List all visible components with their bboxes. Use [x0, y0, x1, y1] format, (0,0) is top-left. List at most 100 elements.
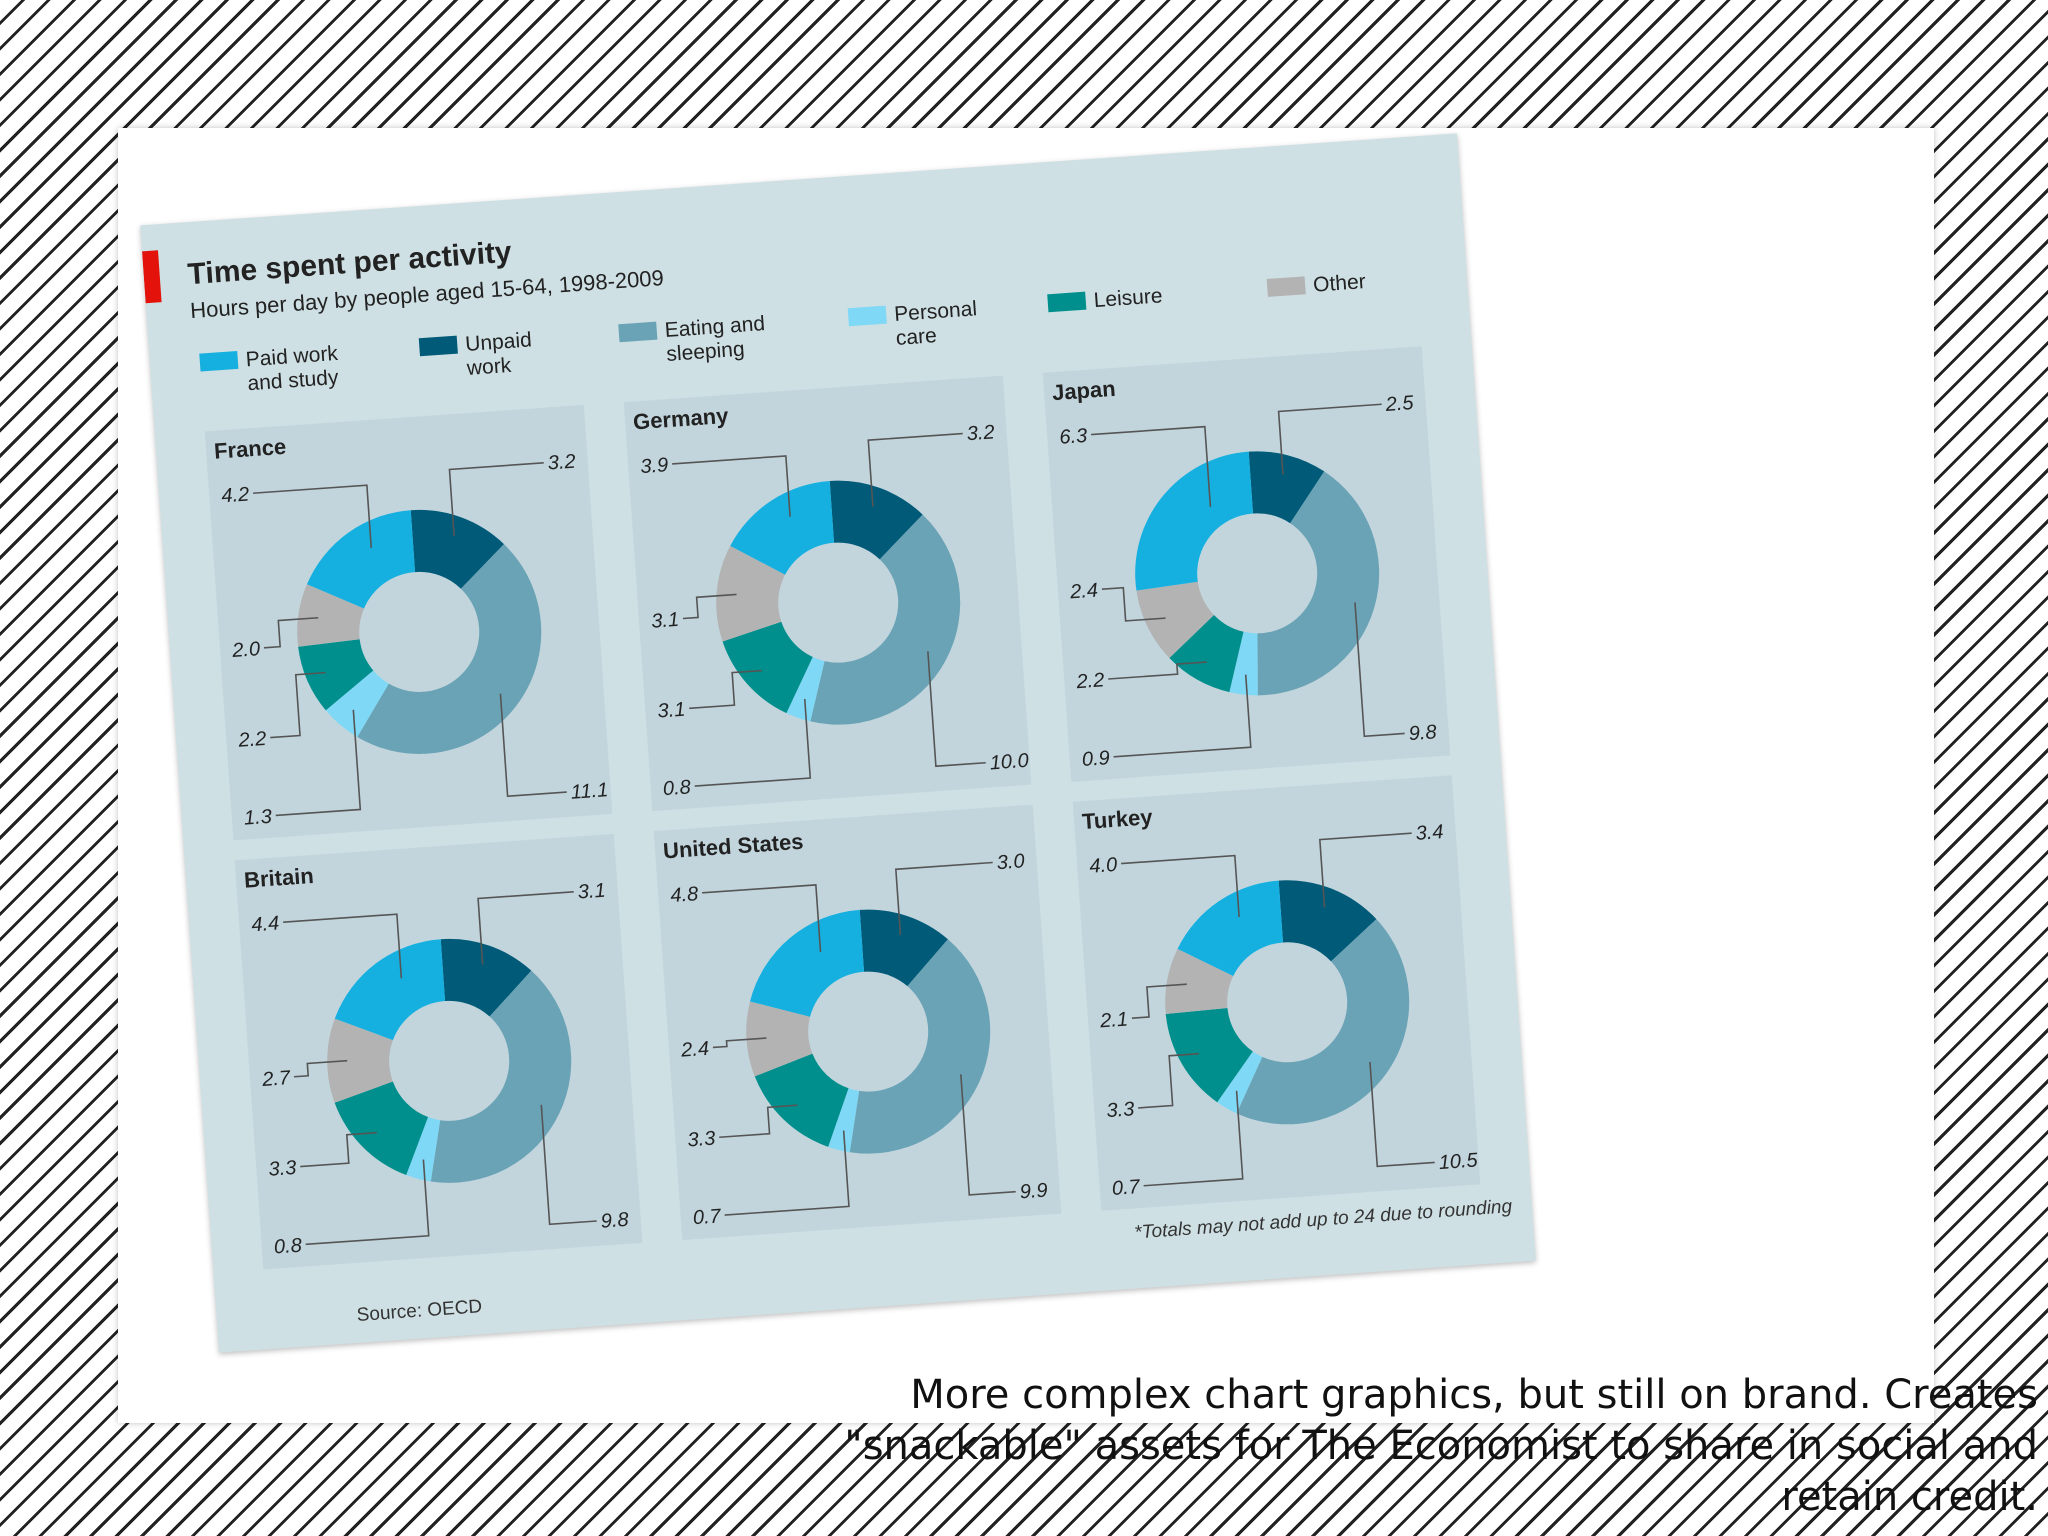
leader-line-paid	[1121, 854, 1240, 918]
legend-label-personal: care	[895, 324, 937, 350]
economist-chart-graphic: Time spent per activity Hours per day by…	[140, 133, 1536, 1353]
accent-bar	[142, 250, 162, 304]
value-label-leisure: 3.3	[687, 1128, 716, 1152]
slice-paid	[334, 939, 446, 1041]
panel-background	[204, 404, 613, 841]
leader-line-unpaid	[448, 462, 544, 537]
value-label-eating: 9.9	[1019, 1180, 1048, 1204]
slice-personal	[828, 1088, 860, 1153]
value-label-unpaid: 3.0	[996, 850, 1025, 874]
slice-paid	[1135, 451, 1254, 591]
slice-unpaid	[1248, 451, 1325, 524]
panel-background	[1042, 346, 1451, 782]
leader-line-paid	[253, 484, 373, 549]
value-label-unpaid: 3.2	[547, 451, 576, 475]
value-label-leisure: 3.1	[657, 699, 686, 723]
value-label-personal: 1.3	[243, 806, 272, 830]
leader-line-unpaid	[477, 890, 574, 965]
value-label-paid: 3.9	[640, 454, 669, 478]
value-label-eating: 10.5	[1438, 1149, 1479, 1174]
legend-swatch-eating	[618, 321, 658, 343]
leader-line-eating	[960, 1074, 1016, 1196]
country-name: France	[213, 434, 287, 464]
value-label-other: 2.7	[261, 1067, 292, 1091]
leader-line-paid	[283, 913, 403, 979]
panel-britain: Britain 4.4 3.1 9.8 0.8 3.3 2.7	[234, 833, 643, 1270]
leader-line-other	[712, 1037, 767, 1049]
value-label-personal: 0.8	[273, 1235, 302, 1259]
slice-paid	[1177, 880, 1283, 976]
slice-leisure	[334, 1081, 429, 1176]
slice-personal	[1229, 631, 1258, 696]
leader-line-personal	[1113, 674, 1252, 758]
value-label-paid: 4.8	[670, 883, 699, 907]
slice-leisure	[754, 1053, 849, 1147]
leader-line-leisure	[689, 669, 763, 710]
legend-label-eating: sleeping	[666, 338, 746, 366]
leader-line-other	[1131, 983, 1187, 1019]
slice-leisure	[722, 621, 813, 714]
slide-card: Time spent per activity Hours per day by…	[118, 128, 2038, 1520]
slice-other	[716, 545, 786, 642]
chart-panels: France4.23.211.11.32.22.0Germany3.93.210…	[204, 346, 1481, 1270]
value-label-personal: 0.9	[1081, 747, 1110, 771]
legend-swatch-unpaid	[418, 335, 458, 357]
leader-line-paid	[672, 455, 791, 517]
slice-paid	[306, 510, 416, 609]
leader-line-leisure	[1138, 1052, 1200, 1109]
value-label-personal: 0.7	[1111, 1176, 1141, 1200]
slice-eating	[357, 544, 542, 754]
slice-unpaid	[829, 480, 923, 560]
leader-line-leisure	[300, 1131, 377, 1168]
slice-unpaid	[1278, 880, 1377, 962]
value-label-leisure: 3.3	[1106, 1098, 1135, 1122]
panel-japan: Japan 6.3 2.5 9.8 0.9 2.2 2.4	[1042, 346, 1451, 782]
value-label-paid: 4.4	[251, 912, 280, 936]
slice-personal	[406, 1117, 441, 1182]
value-label-other: 3.1	[651, 609, 680, 633]
value-label-personal: 0.7	[692, 1205, 722, 1229]
slice-personal	[1217, 1051, 1263, 1114]
slice-eating	[1257, 471, 1380, 696]
legend-label-leisure: Leisure	[1093, 284, 1163, 312]
leader-line-other	[293, 1059, 348, 1078]
slice-other	[297, 584, 365, 647]
leader-line-eating	[1354, 602, 1405, 738]
leader-line-leisure	[1108, 661, 1207, 680]
panel-background	[1072, 775, 1481, 1211]
panel-background	[234, 833, 643, 1270]
leader-line-eating	[927, 651, 986, 768]
leader-line-leisure	[270, 671, 326, 739]
value-label-personal: 0.8	[662, 776, 691, 800]
slice-leisure	[1165, 1008, 1253, 1103]
leader-line-unpaid	[867, 432, 963, 507]
leader-line-unpaid	[894, 861, 993, 935]
leader-line-other	[682, 593, 737, 620]
value-label-eating: 10.0	[989, 750, 1029, 775]
leader-line-leisure	[719, 1104, 798, 1139]
value-label-other: 2.4	[1068, 580, 1098, 604]
panel-france: France 4.2 3.2 11.1 1.3 2.2 2.0	[204, 404, 613, 841]
value-label-leisure: 2.2	[1075, 669, 1105, 693]
slice-paid	[730, 480, 835, 575]
slice-eating	[1236, 919, 1410, 1125]
leader-line-eating	[540, 1104, 597, 1226]
leader-line-unpaid	[1277, 403, 1382, 475]
slice-eating	[430, 970, 572, 1183]
leader-line-other	[1101, 586, 1166, 622]
slice-eating	[810, 514, 961, 725]
leader-line-personal	[694, 698, 812, 787]
slice-other	[1136, 581, 1214, 659]
slice-other	[746, 1001, 813, 1077]
donut-chart-svg: Time spent per activity Hours per day by…	[142, 236, 1513, 1326]
slice-leisure	[298, 639, 374, 711]
legend-label-eating: Eating and	[664, 312, 766, 342]
slice-paid	[749, 909, 865, 1017]
leader-line-personal	[1143, 1090, 1244, 1187]
value-label-unpaid: 3.1	[577, 880, 606, 904]
value-label-unpaid: 3.4	[1415, 821, 1444, 845]
value-label-unpaid: 3.2	[966, 421, 995, 445]
slice-unpaid	[410, 509, 504, 589]
